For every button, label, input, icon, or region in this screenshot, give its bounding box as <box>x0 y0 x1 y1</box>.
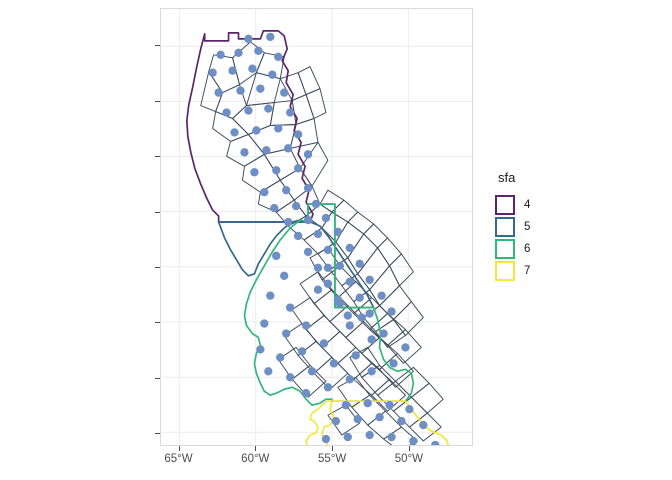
legend-label-7: 7 <box>524 265 531 277</box>
sfa-region-7-outline <box>305 400 450 445</box>
x-tick-mark <box>178 446 180 451</box>
legend-item-4[interactable]: 4 <box>495 194 530 216</box>
y-tick-mark <box>155 433 160 435</box>
y-tick-mark <box>155 211 160 213</box>
y-tick-mark <box>155 156 160 158</box>
legend-label-5: 5 <box>524 221 531 233</box>
x-tick-label-50W: 50°W <box>394 453 424 465</box>
y-tick-mark <box>155 45 160 47</box>
map-panel <box>160 8 473 446</box>
x-tick-mark <box>408 446 410 451</box>
y-tick-mark <box>155 267 160 268</box>
sample-stations-layer <box>208 32 440 445</box>
legend-key-swatch-6 <box>495 239 515 259</box>
legend-item-5[interactable]: 5 <box>495 216 530 238</box>
x-tick-label-65W: 65°W <box>164 453 193 465</box>
y-tick-mark <box>155 377 160 379</box>
y-tick-mark <box>155 322 160 324</box>
legend-title: sfa <box>498 170 516 185</box>
x-tick-label-60W: 60°W <box>241 453 270 465</box>
legend-key-swatch-7 <box>495 261 515 281</box>
legend-item-6[interactable]: 6 <box>495 238 530 260</box>
legend: sfa 4 5 6 7 <box>495 170 530 282</box>
legend-label-4: 4 <box>524 199 531 211</box>
legend-label-6: 6 <box>524 243 531 255</box>
legend-key-swatch-5 <box>495 217 515 237</box>
sfa-region-6-outline <box>243 203 415 407</box>
sfa-region-4-outline <box>185 30 314 223</box>
station-points <box>208 32 440 445</box>
x-tick-label-55W: 55°W <box>317 453 347 465</box>
y-tick-mark <box>155 100 160 102</box>
x-tick-mark <box>332 446 334 451</box>
legend-key-swatch-4 <box>495 195 515 215</box>
x-tick-mark <box>255 446 257 451</box>
legend-item-7[interactable]: 7 <box>495 260 530 282</box>
